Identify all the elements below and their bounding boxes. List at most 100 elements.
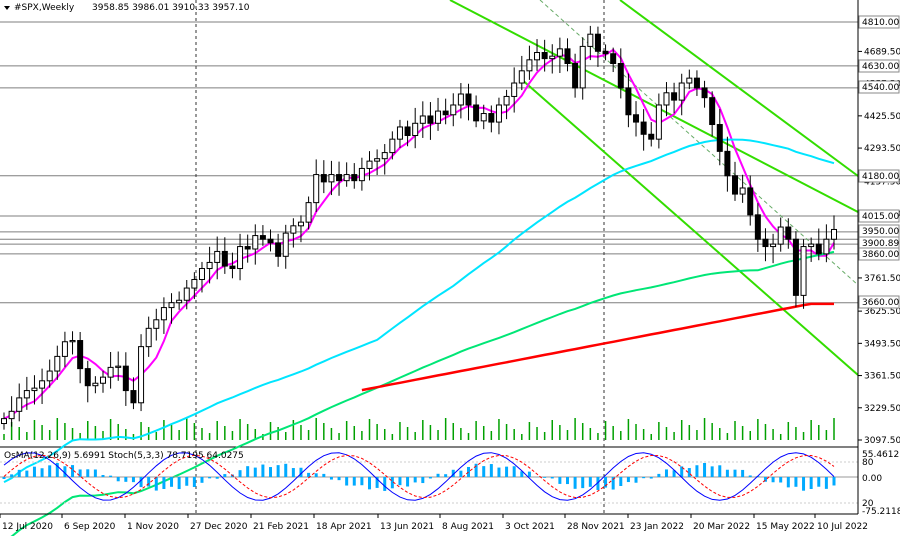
candle-body	[823, 238, 830, 255]
level-label: 3950.00	[862, 227, 899, 237]
candle-body	[290, 225, 297, 234]
candle-body	[412, 122, 419, 137]
indicator-tick-label: 55.4612	[862, 450, 899, 460]
level-label: 4180.00	[862, 172, 899, 182]
level-label: 3660.00	[862, 298, 899, 308]
candle-body	[671, 92, 678, 101]
time-tick-label: 21 Feb 2021	[253, 522, 309, 532]
candle-body	[732, 175, 739, 195]
candle-body	[564, 48, 571, 64]
candle-body	[328, 174, 335, 183]
candle-body	[259, 235, 266, 240]
candle-body	[754, 214, 761, 240]
candle-body	[686, 77, 693, 84]
level-label-box	[858, 15, 900, 29]
candle-body	[237, 246, 244, 270]
time-tick-label: 6 Sep 2020	[64, 522, 116, 532]
candle-body	[61, 341, 68, 357]
candle-body	[572, 62, 579, 89]
price-pane	[0, 0, 859, 536]
candle-body	[534, 52, 541, 61]
candle-body	[617, 62, 624, 89]
candle-body	[655, 104, 662, 140]
time-tick-label: 28 Nov 2021	[567, 522, 625, 532]
candle-body	[808, 243, 815, 248]
candle-body	[770, 243, 777, 248]
ohlc-values: 3958.85 3986.01 3910.33 3957.10	[92, 3, 250, 13]
indicator-header-text: OsMA(12,26,9) 5.6991 Stoch(5,3,3) 78.719…	[4, 451, 244, 461]
symbol-header: #SPX,Weekly 3958.85 3986.01 3910.33 3957…	[4, 3, 250, 13]
ma-mid-line	[3, 138, 835, 483]
candle-body	[191, 279, 198, 289]
candle-body	[389, 138, 396, 154]
candle-body	[473, 104, 480, 122]
candle-body	[625, 87, 632, 116]
indicator-tick-label: 0.00	[862, 474, 882, 484]
level-label: 4810.00	[862, 18, 899, 28]
candle-body	[168, 302, 175, 309]
candle-body	[693, 77, 700, 89]
level-label-box	[858, 59, 900, 73]
level-label: 3860.00	[862, 250, 899, 260]
time-tick-label: 10 Jul 2022	[817, 522, 868, 532]
price-tick-label: 3625.50	[864, 307, 900, 317]
candle-body	[450, 104, 457, 116]
candle-body	[556, 48, 563, 57]
candle-body	[160, 307, 167, 321]
candle-body	[115, 365, 122, 368]
candle-body	[313, 174, 320, 204]
candle-body	[716, 124, 723, 152]
indicator-tick-label: -75.2118	[862, 507, 900, 517]
candle-body	[77, 340, 84, 370]
candle-body	[343, 174, 350, 182]
stochastic-lines	[3, 452, 835, 501]
time-tick-label: 15 May 2022	[756, 522, 815, 532]
ma-long-line	[361, 302, 834, 392]
candle-body	[633, 114, 640, 123]
candle-body	[16, 397, 23, 412]
candle-body	[541, 52, 548, 60]
time-tick-label: 20 Mar 2022	[693, 522, 750, 532]
candle-body	[130, 390, 137, 404]
level-label: 4540.00	[862, 83, 899, 93]
candle-body	[176, 299, 183, 304]
candle-body	[252, 235, 259, 250]
candle-body	[427, 115, 434, 124]
price-tick-label: 4425.50	[864, 112, 900, 122]
time-tick-label: 1 Nov 2020	[127, 522, 179, 532]
time-tick-label: 13 Jun 2021	[380, 522, 434, 532]
candle-body	[404, 126, 411, 137]
candle-body	[198, 268, 205, 281]
time-tick-label: 12 Jul 2020	[2, 522, 53, 532]
channel-line	[619, 0, 859, 177]
candle-body	[23, 390, 30, 399]
level-label-box	[858, 169, 900, 183]
candle-body	[488, 113, 495, 123]
candle-body	[1, 418, 7, 425]
candle-body	[518, 70, 525, 84]
indicator-tick-label: 80	[862, 458, 874, 468]
candle-body	[792, 238, 799, 296]
dropdown-triangle-icon[interactable]	[4, 6, 10, 10]
candle-body	[465, 93, 472, 106]
candle-body	[336, 174, 343, 182]
candle-body	[46, 370, 53, 382]
symbol-label: #SPX,Weekly	[14, 3, 75, 13]
candle-body	[396, 126, 403, 140]
candle-body	[145, 327, 152, 348]
candle-body	[739, 187, 746, 195]
candle-body	[244, 246, 251, 250]
candle-body	[92, 382, 99, 387]
price-tick-label: 4293.50	[864, 144, 900, 154]
candle-body	[69, 340, 76, 343]
osma-histogram	[2, 463, 836, 491]
ma-slow-line	[10, 250, 835, 536]
price-tick-label: 4689.50	[864, 47, 900, 57]
candle-body	[480, 113, 487, 122]
candle-body	[648, 133, 655, 140]
candle-body	[800, 246, 807, 296]
time-tick-label: 18 Apr 2021	[316, 522, 372, 532]
candle-body	[374, 158, 381, 162]
